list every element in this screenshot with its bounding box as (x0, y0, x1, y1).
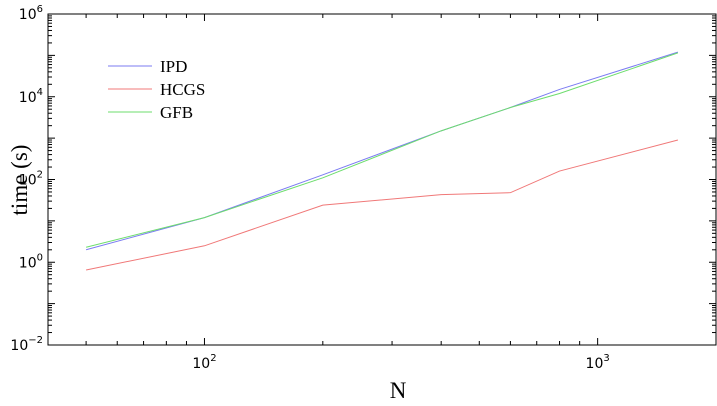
x-tick-label-100: 102 (192, 353, 216, 372)
legend: IPD HCGS GFB (108, 57, 205, 122)
legend-label-hcgs: HCGS (160, 80, 205, 99)
y-tick-label-100-exponent: 2 (37, 170, 43, 181)
x-tick-label-1000-base: 10 (586, 356, 604, 372)
x-axis-ticks: 102 103 (47, 14, 717, 372)
y-tick-label-1-base: 10 (19, 255, 37, 271)
series-line-gfb (85, 52, 679, 248)
y-tick-label-100: 102 (19, 170, 43, 189)
y-tick-label-10000-base: 10 (19, 90, 37, 106)
y-tick-label-1-exponent: 0 (37, 252, 43, 263)
y-tick-label-10000-exponent: 4 (37, 87, 43, 98)
y-tick-label-0.01-base: 10 (10, 338, 28, 354)
x-tick-label-100-base: 10 (192, 356, 210, 372)
y-tick-label-10000: 104 (19, 87, 43, 106)
y-tick-label-0.01: 10−2 (10, 335, 43, 354)
legend-label-ipd: IPD (160, 57, 187, 76)
y-axis-label: time (s) (7, 145, 32, 216)
x-tick-label-1000: 103 (586, 353, 610, 372)
legend-label-gfb: GFB (160, 103, 193, 122)
y-tick-label-1000000-base: 10 (19, 7, 37, 23)
x-tick-label-100-exponent: 2 (210, 353, 216, 364)
series-lines (85, 51, 679, 271)
x-tick-label-1000-exponent: 3 (603, 353, 609, 364)
plot-area (47, 13, 717, 346)
series-line-hcgs (85, 139, 679, 271)
y-tick-label-0.01-exponent: −2 (28, 335, 43, 346)
y-tick-label-1000000-exponent: 6 (37, 4, 43, 15)
y-tick-label-1: 100 (19, 252, 43, 271)
x-axis-label: N (390, 378, 407, 403)
y-tick-label-100-base: 10 (19, 173, 37, 189)
y-tick-label-1000000: 106 (19, 4, 43, 23)
